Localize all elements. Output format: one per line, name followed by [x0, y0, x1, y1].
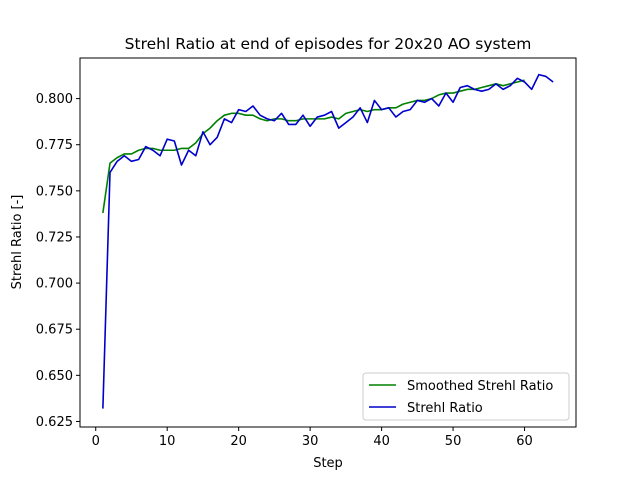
x-tick-label: 30 [302, 434, 319, 449]
y-tick-label: 0.700 [36, 277, 73, 292]
x-axis-label: Step [313, 456, 343, 471]
legend: Smoothed Strehl Ratio Strehl Ratio [362, 372, 570, 421]
y-tick-label: 0.800 [36, 92, 73, 107]
y-axis-label: Strehl Ratio [-] [10, 195, 25, 290]
x-axis: 0 10 20 30 40 50 60 [92, 427, 533, 449]
series-line-0 [102, 79, 525, 214]
y-tick-label: 0.625 [36, 415, 73, 430]
x-tick-label: 40 [373, 434, 390, 449]
plot-lines [102, 73, 554, 409]
y-axis: 0.625 0.650 0.675 0.700 0.725 0.750 0.775 0.800 [36, 92, 80, 430]
x-tick-label: 50 [445, 434, 462, 449]
y-tick-label: 0.750 [36, 184, 73, 199]
y-tick-label: 0.650 [36, 369, 73, 384]
y-tick-label: 0.675 [36, 323, 73, 338]
x-tick-label: 60 [516, 434, 533, 449]
plot-frame [79, 57, 577, 428]
legend-label-strehl: Strehl Ratio [407, 401, 483, 416]
y-tick-label: 0.775 [36, 138, 73, 153]
y-tick-label: 0.725 [36, 230, 73, 245]
x-tick-label: 10 [159, 434, 176, 449]
legend-label-smoothed: Smoothed Strehl Ratio [407, 379, 553, 394]
series-line-1 [102, 73, 554, 409]
chart-title: Strehl Ratio at end of episodes for 20x2… [125, 35, 532, 53]
x-tick-label: 0 [92, 434, 100, 449]
legend-box [362, 372, 570, 421]
x-tick-label: 20 [230, 434, 247, 449]
